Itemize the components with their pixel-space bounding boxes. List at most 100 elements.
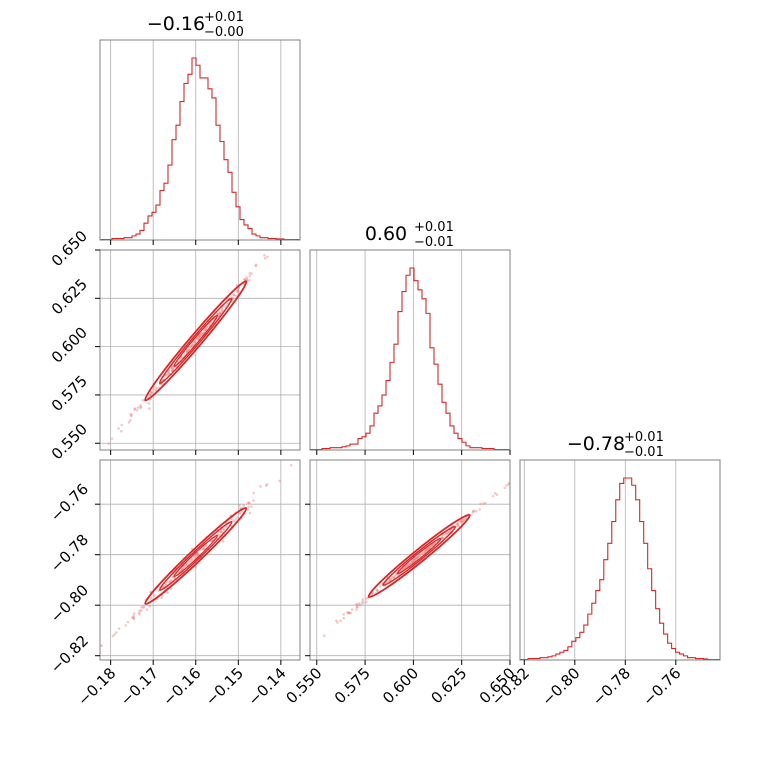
scatter-point bbox=[505, 484, 508, 487]
scatter-point bbox=[198, 335, 202, 339]
scatter-point bbox=[208, 322, 212, 326]
scatter-point bbox=[167, 372, 170, 376]
scatter-point bbox=[222, 528, 225, 531]
scatter-point bbox=[424, 548, 428, 552]
histogram-panel-3: −0.78+0.01−0.01 bbox=[519, 430, 721, 661]
scatter-point bbox=[355, 603, 359, 606]
scatter-point bbox=[342, 617, 346, 620]
title-value-2: 0.60 bbox=[365, 223, 407, 245]
scatter-point bbox=[196, 551, 199, 555]
contour-level-2 bbox=[382, 525, 456, 586]
scatter-point bbox=[133, 408, 136, 411]
scatter-point bbox=[139, 404, 142, 407]
scatter-point bbox=[149, 392, 153, 396]
scatter-point bbox=[415, 556, 419, 559]
scatter-point bbox=[417, 555, 420, 558]
scatter-point bbox=[130, 413, 134, 416]
scatter-point bbox=[250, 505, 253, 508]
scatter-point bbox=[413, 558, 416, 561]
scatter-point bbox=[376, 589, 379, 593]
scatter-point bbox=[407, 562, 411, 566]
scatter-point bbox=[235, 283, 239, 287]
scatter-point bbox=[361, 600, 364, 603]
scatter-point bbox=[410, 561, 413, 565]
scatter-point bbox=[415, 556, 418, 559]
scatter-point bbox=[234, 294, 237, 298]
scatter-point bbox=[189, 560, 193, 563]
scatter-point bbox=[419, 553, 422, 557]
scatter-point bbox=[136, 406, 140, 409]
x-tick-label-3-2: −0.78 bbox=[589, 664, 634, 709]
scatter-point bbox=[120, 423, 124, 427]
scatter-point bbox=[361, 598, 364, 601]
scatter-point bbox=[408, 562, 411, 565]
y-tick-label-2-0: 0.550 bbox=[48, 420, 91, 463]
scatter-point bbox=[248, 278, 251, 282]
scatter-point bbox=[182, 564, 186, 568]
y-tick-label-3-3: −0.76 bbox=[47, 480, 92, 525]
scatter-point bbox=[171, 576, 175, 579]
scatter-point bbox=[150, 390, 153, 394]
scatter-point bbox=[357, 604, 360, 607]
contour-level-3 bbox=[173, 314, 219, 367]
scatter-point bbox=[141, 399, 145, 402]
scatter-point bbox=[153, 594, 156, 597]
scatter-point bbox=[138, 612, 141, 616]
scatter-point bbox=[350, 608, 354, 612]
scatter-point bbox=[413, 558, 417, 562]
scatter-point bbox=[394, 573, 398, 577]
scatter-point bbox=[459, 521, 463, 524]
contour-level-2 bbox=[158, 520, 233, 591]
scatter-point bbox=[417, 555, 421, 558]
scatter-point bbox=[440, 536, 444, 539]
scatter-point bbox=[246, 508, 250, 511]
scatter-point bbox=[456, 522, 459, 525]
scatter-point bbox=[142, 605, 146, 608]
scatter-point bbox=[461, 520, 464, 523]
scatter-point bbox=[391, 575, 395, 579]
scatter-point bbox=[503, 486, 507, 490]
scatter-point bbox=[238, 511, 242, 515]
scatter-point bbox=[412, 558, 415, 562]
scatter-point bbox=[149, 391, 153, 394]
scatter-point bbox=[348, 611, 351, 615]
scatter-point bbox=[405, 564, 409, 567]
scatter-point bbox=[190, 344, 193, 348]
scatter-point bbox=[196, 552, 199, 555]
scatter-point bbox=[248, 275, 252, 278]
scatter-point bbox=[470, 513, 473, 517]
scatter-point bbox=[462, 518, 466, 522]
scatter-point bbox=[482, 502, 485, 505]
scatter-point bbox=[421, 552, 425, 556]
scatter-point bbox=[479, 502, 482, 506]
scatter-point bbox=[193, 341, 197, 344]
x-axis-3: −0.82 −0.80 −0.78 −0.76 bbox=[488, 660, 685, 709]
panel-frame-scatter-3 bbox=[309, 459, 511, 661]
scatter-point bbox=[219, 311, 222, 315]
scatter-point bbox=[187, 347, 191, 351]
scatter-point bbox=[197, 334, 201, 337]
x-tick-label-2-2: 0.600 bbox=[379, 664, 422, 707]
scatter-point bbox=[196, 553, 199, 557]
scatter-point bbox=[426, 547, 430, 551]
scatter-point bbox=[132, 616, 135, 620]
scatter-point bbox=[347, 611, 351, 615]
scatter-point bbox=[205, 325, 209, 328]
scatter-point bbox=[132, 612, 136, 615]
scatter-point bbox=[446, 530, 449, 534]
scatter-point bbox=[429, 544, 433, 548]
scatter-point bbox=[115, 631, 118, 634]
scatter-point bbox=[181, 567, 184, 571]
scatter-point bbox=[460, 520, 463, 523]
contour-level-1 bbox=[144, 507, 248, 605]
scatter-point bbox=[232, 519, 235, 523]
scatter-point bbox=[202, 329, 206, 333]
scatter-point bbox=[168, 580, 171, 584]
scatter-point bbox=[200, 331, 204, 335]
scatter-point bbox=[357, 602, 361, 605]
scatter-point bbox=[164, 373, 168, 377]
scatter-point bbox=[254, 264, 258, 268]
scatter-point bbox=[193, 340, 197, 343]
scatter-point bbox=[195, 554, 199, 557]
scatter-point bbox=[129, 418, 132, 422]
